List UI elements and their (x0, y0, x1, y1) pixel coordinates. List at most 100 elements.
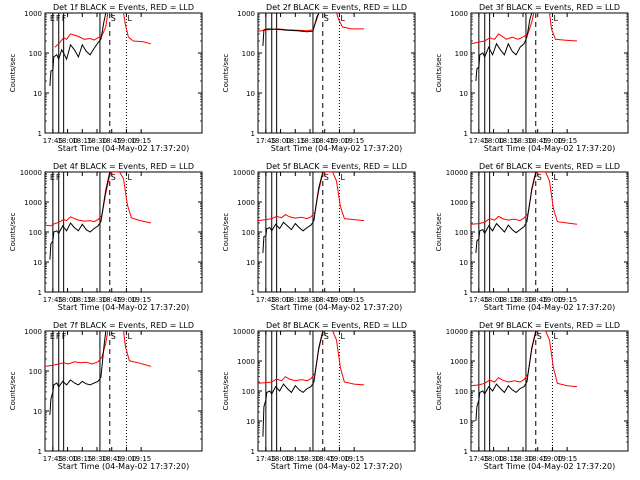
panel-title: Det 6f BLACK = Events, RED = LLD (479, 162, 620, 171)
x-axis-label: Start Time (04-May-02 17:37:20) (484, 303, 615, 312)
y-tick-label: 1 (38, 130, 42, 138)
axes-box (470, 171, 629, 293)
panel-4: Det 4f BLACK = Events, RED = LLD 1 10 100 10… (9, 162, 203, 312)
plot-area (471, 331, 578, 451)
period-marker: S (324, 332, 329, 341)
panel-title: Det 1f BLACK = Events, RED = LLD (53, 3, 194, 12)
x-tick-label: 18:45 (528, 455, 548, 463)
x-tick-label: 17:45 (469, 137, 489, 145)
x-tick-label: 18:30 (300, 455, 320, 463)
lld-series-line (258, 172, 365, 222)
panel-title: Det 9f BLACK = Events, RED = LLD (479, 321, 620, 330)
y-axis-label: Counts/sec (435, 213, 443, 252)
events-series-line (49, 172, 111, 260)
x-tick-label: 18:30 (300, 296, 320, 304)
plot-area (45, 331, 152, 451)
period-marker: L (340, 332, 345, 341)
y-tick-label: 1000 (237, 358, 255, 366)
x-tick-label: 18:00 (270, 296, 290, 304)
x-tick-label: 18:00 (57, 455, 77, 463)
period-marker: L (553, 173, 558, 182)
y-tick-label: 100 (29, 229, 42, 237)
y-tick-label: 100 (455, 229, 468, 237)
y-tick-label: 10 (246, 259, 255, 267)
x-tick-label: 17:45 (469, 455, 489, 463)
period-marker: S (111, 332, 116, 341)
y-axis-label: Counts/sec (222, 372, 230, 411)
y-axis-label: Counts/sec (222, 54, 230, 93)
period-marker: S (324, 173, 329, 182)
panel-title: Det 8f BLACK = Events, RED = LLD (266, 321, 407, 330)
period-marker: S (111, 173, 116, 182)
x-tick-label: 19:00 (542, 455, 562, 463)
events-series-line (475, 331, 537, 422)
x-tick-label: 18:00 (483, 296, 503, 304)
period-marker: F (62, 332, 67, 341)
period-marker: S (537, 173, 542, 182)
x-tick-label: 18:15 (285, 137, 305, 145)
x-axis-label: Start Time (04-May-02 17:37:20) (271, 303, 402, 312)
lld-series-line (471, 331, 578, 388)
x-tick-label: 18:00 (57, 137, 77, 145)
x-tick-label: 17:45 (43, 137, 63, 145)
x-tick-label: 18:45 (315, 455, 335, 463)
y-tick-label: 10000 (446, 328, 468, 336)
y-tick-label: 10 (459, 90, 468, 98)
x-tick-label: 18:45 (102, 137, 122, 145)
lld-series-line (45, 172, 152, 227)
period-marker: E (50, 332, 55, 341)
y-axis-label: Counts/sec (9, 213, 17, 252)
x-axis-label: Start Time (04-May-02 17:37:20) (58, 303, 189, 312)
x-tick-label: 19:15 (344, 296, 364, 304)
x-axis-label: Start Time (04-May-02 17:37:20) (484, 144, 615, 153)
x-tick-label: 18:30 (513, 455, 533, 463)
y-tick-label: 100 (242, 229, 255, 237)
x-tick-label: 18:30 (87, 296, 107, 304)
x-tick-label: 18:30 (87, 137, 107, 145)
period-marker: L (340, 14, 345, 23)
y-tick-label: 10 (33, 259, 42, 267)
y-tick-label: 1000 (450, 10, 468, 18)
y-tick-label: 1 (251, 130, 255, 138)
x-tick-label: 19:15 (557, 137, 577, 145)
plot-area (258, 172, 365, 292)
x-tick-label: 19:00 (329, 455, 349, 463)
y-tick-label: 10 (246, 90, 255, 98)
x-tick-label: 18:00 (57, 296, 77, 304)
period-marker: F (56, 14, 61, 23)
plot-area (49, 13, 152, 133)
events-series-line (262, 331, 324, 437)
x-tick-label: 18:15 (285, 455, 305, 463)
y-tick-label: 1 (38, 448, 42, 456)
y-tick-label: 1 (251, 448, 255, 456)
plot-area (471, 13, 578, 133)
plot-area (45, 172, 152, 292)
period-marker: S (324, 14, 329, 23)
y-tick-label: 10000 (233, 328, 255, 336)
period-marker: S (111, 14, 116, 23)
axes-box (257, 171, 416, 293)
x-tick-label: 17:45 (469, 296, 489, 304)
panel-title: Det 2f BLACK = Events, RED = LLD (266, 3, 407, 12)
y-tick-label: 10 (33, 408, 42, 416)
axes-box (470, 12, 629, 134)
lld-series-line (258, 331, 365, 386)
period-marker: S (537, 332, 542, 341)
y-tick-label: 100 (29, 50, 42, 58)
axes-box (44, 171, 203, 293)
lld-series-line (54, 13, 152, 48)
y-axis-label: Counts/sec (435, 372, 443, 411)
x-tick-label: 18:45 (102, 455, 122, 463)
period-marker: E (50, 14, 55, 23)
x-axis-label: Start Time (04-May-02 17:37:20) (484, 462, 615, 471)
panel-title: Det 5f BLACK = Events, RED = LLD (266, 162, 407, 171)
panel-2: Det 2f BLACK = Events, RED = LLD 1 10 100 10… (222, 3, 416, 153)
x-tick-label: 18:45 (528, 296, 548, 304)
y-tick-label: 1 (464, 130, 468, 138)
panel-9: Det 9f BLACK = Events, RED = LLD 1 10 100 10… (435, 321, 629, 471)
x-tick-label: 18:30 (513, 137, 533, 145)
period-marker: F (56, 332, 61, 341)
y-tick-label: 1 (38, 289, 42, 297)
panel-3: Det 3f BLACK = Events, RED = LLD 1 10 100 10… (435, 3, 629, 153)
